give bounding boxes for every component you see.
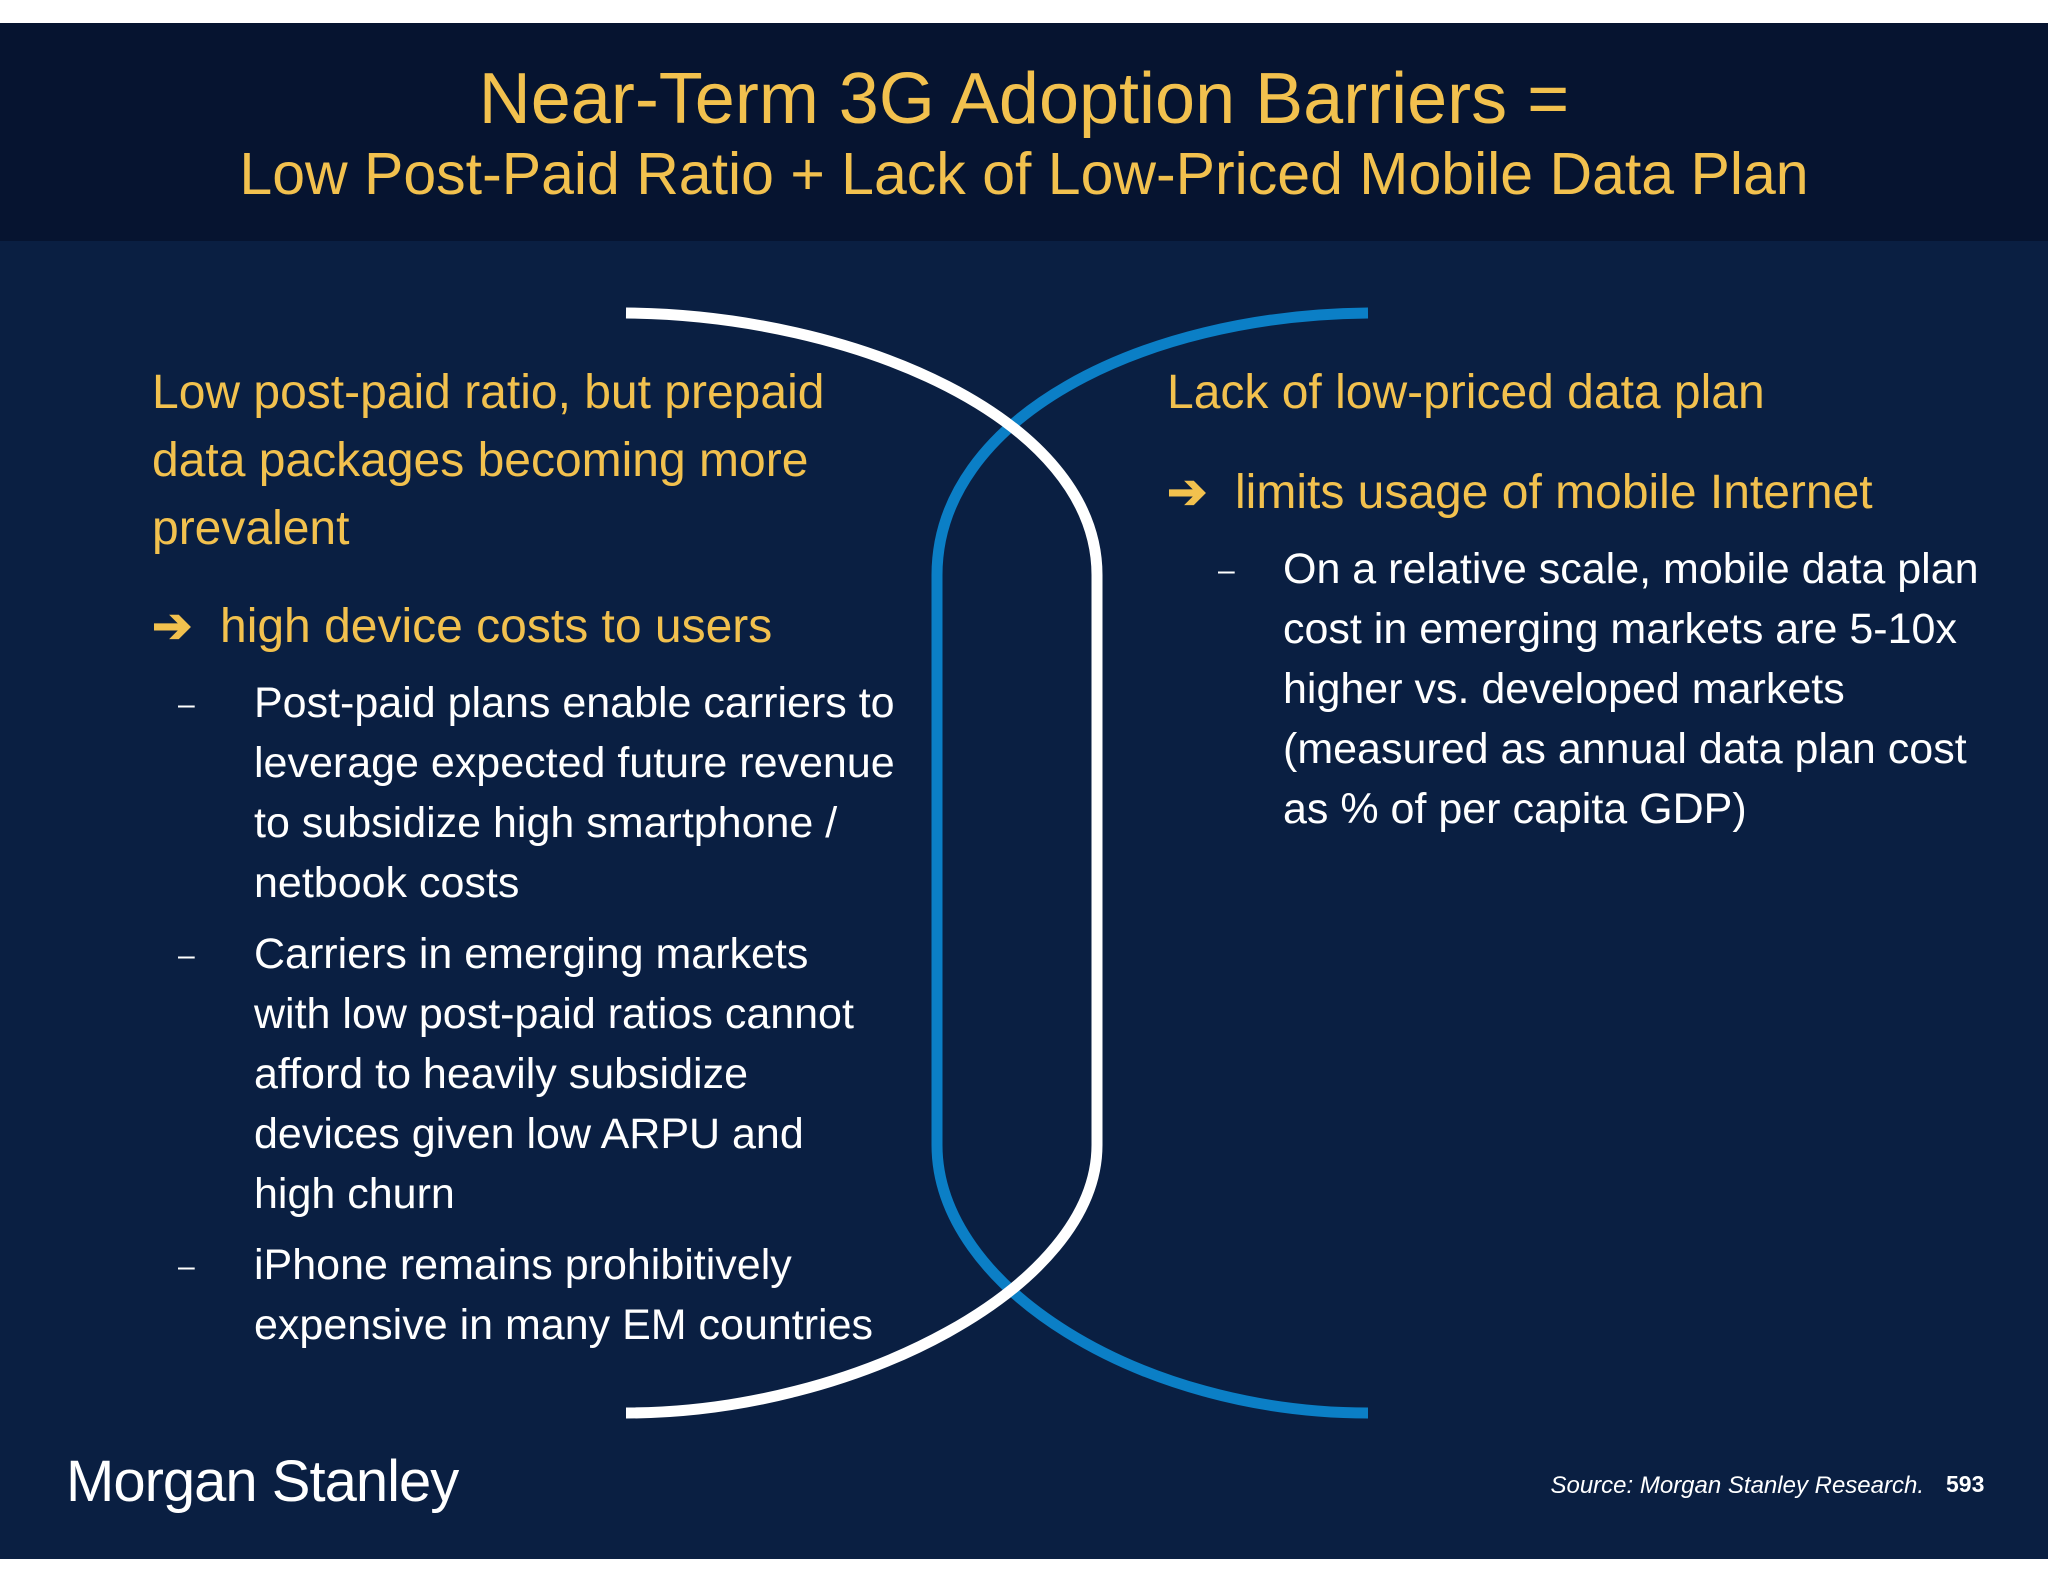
left-heading: Low post-paid ratio, but prepaid data pa… xyxy=(152,366,825,555)
left-bullet-1: Post-paid plans enable carriers to lever… xyxy=(254,679,895,907)
dash-bullet-icon: – xyxy=(178,1250,195,1283)
left-bullet-2: Carriers in emerging markets with low po… xyxy=(254,930,854,1218)
right-arrow-point: ➔ limits usage of mobile Internet xyxy=(1167,463,1873,523)
source-note: Source: Morgan Stanley Research. xyxy=(1550,1472,1924,1499)
left-arrow-point: ➔ high device costs to users xyxy=(152,597,772,657)
dash-bullet-icon: – xyxy=(178,688,195,721)
morgan-stanley-logo: Morgan Stanley xyxy=(66,1449,459,1514)
overlapping-arcs-graphic xyxy=(625,307,1369,1419)
slide: Near-Term 3G Adoption Barriers = Low Pos… xyxy=(0,23,2048,1559)
slide-title: Near-Term 3G Adoption Barriers = xyxy=(478,59,1570,139)
right-heading: Lack of low-priced data plan xyxy=(1167,366,1765,419)
right-arrow-text: limits usage of mobile Internet xyxy=(1235,466,1873,519)
left-arrow-text: high device costs to users xyxy=(220,600,773,653)
page-number: 593 xyxy=(1946,1471,1985,1497)
arrow-right-icon: ➔ xyxy=(1167,466,1208,519)
dash-bullet-icon: – xyxy=(178,939,195,972)
left-bullet-3: iPhone remains prohibitively expensive i… xyxy=(254,1241,874,1349)
blue-arc xyxy=(931,307,1369,1419)
title-bar: Near-Term 3G Adoption Barriers = Low Pos… xyxy=(0,23,2048,241)
dash-bullet-icon: – xyxy=(1218,554,1235,587)
arrow-right-icon: ➔ xyxy=(152,600,193,653)
slide-subtitle: Low Post-Paid Ratio + Lack of Low-Priced… xyxy=(239,141,1809,207)
white-arc xyxy=(625,307,1103,1419)
right-bullet-1: On a relative scale, mobile data plan co… xyxy=(1283,545,1979,833)
